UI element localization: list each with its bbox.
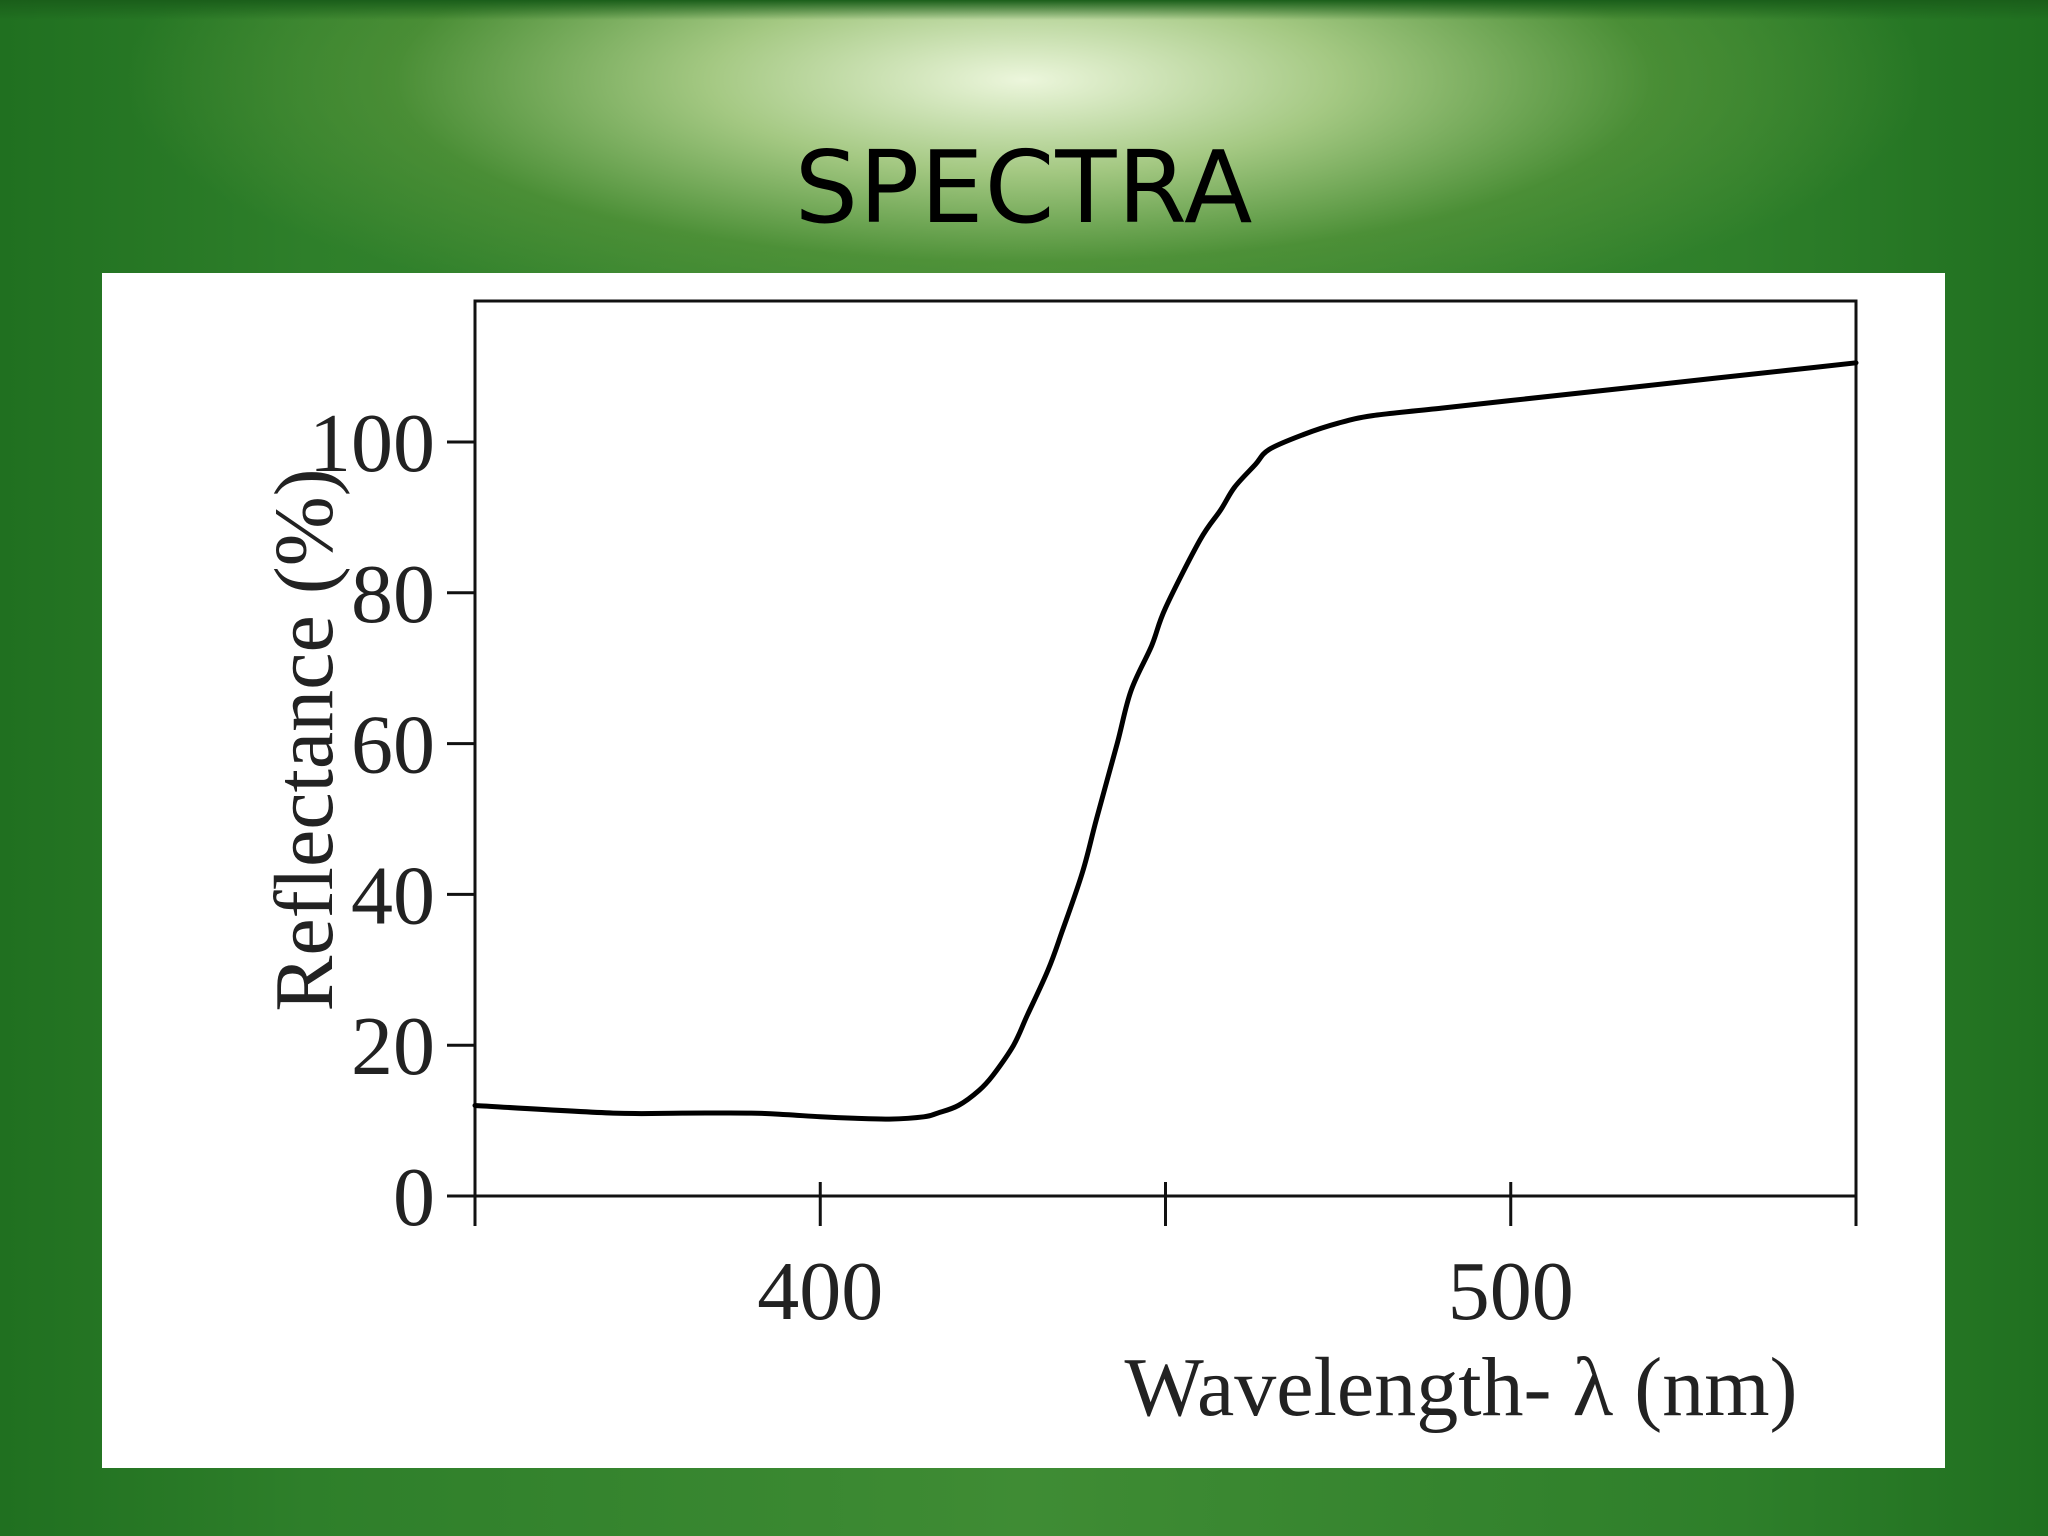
x-axis-label: Wavelength- λ (nm) [1124, 1341, 1797, 1434]
series-group [472, 360, 1859, 1122]
y-tick-label: 80 [351, 548, 435, 641]
y-axis-label: Reflectance (%) [258, 468, 351, 1011]
y-tick-label: 20 [351, 1000, 435, 1093]
reflectance-chart: 0 20 40 60 80 100 400 500 Reflectance (%) Wavel… [258, 299, 1859, 1434]
y-tick-label: 0 [393, 1151, 435, 1244]
plot-frame [473, 299, 1858, 1198]
y-tick-label: 100 [309, 397, 435, 490]
x-tick-label: 400 [757, 1245, 883, 1338]
x-tick-label: 500 [1448, 1245, 1574, 1338]
axes-group [473, 299, 1858, 1198]
y-tick-label: 60 [351, 699, 435, 792]
y-tick-label: 40 [351, 849, 435, 942]
chart-panel: 0 20 40 60 80 100 400 500 Reflectance (%) Wavel… [102, 273, 1945, 1468]
ticks-group: 0 20 40 60 80 100 400 500 [309, 397, 1858, 1338]
reflectance-line [472, 360, 1859, 1122]
slide-title: SPECTRA [794, 129, 1254, 246]
